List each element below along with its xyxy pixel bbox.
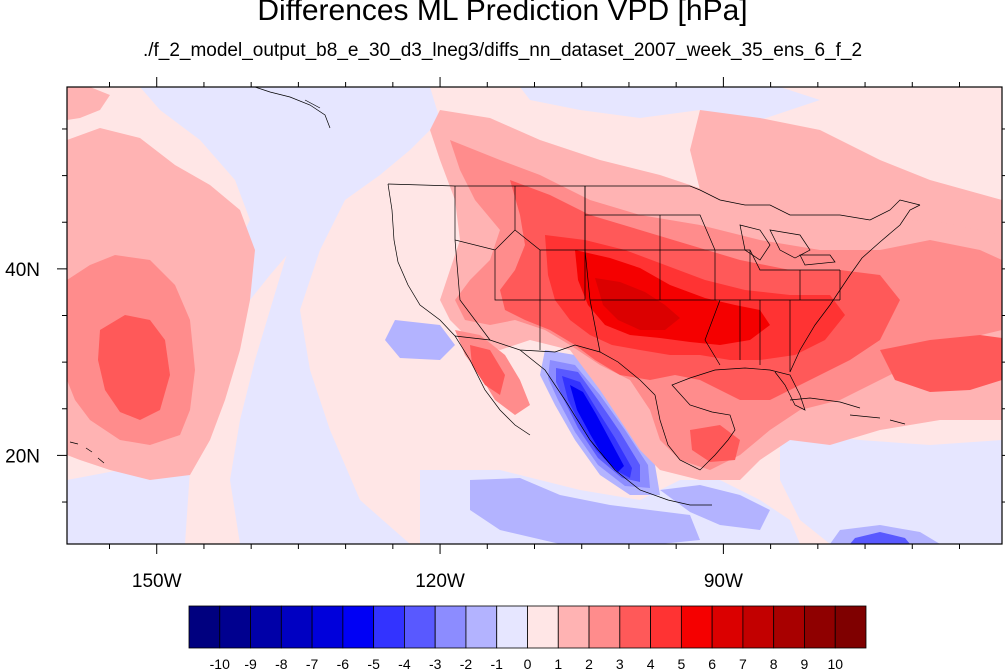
colorbar-label: 0 xyxy=(524,656,532,672)
contour-pos-6-us-central xyxy=(595,278,680,330)
state-lines-west xyxy=(454,186,586,350)
contour-pos-1-us-north-extra xyxy=(690,110,1002,235)
field-contours xyxy=(67,87,1002,544)
contour-neg-2-baja-coast xyxy=(385,320,455,360)
colorbar: -10 -9 -8 -7 -6 -5 -4 -3 -2 -1 0 1 2 3 4 5 6 7 8 9 10 xyxy=(188,605,867,672)
great-lakes xyxy=(739,224,836,266)
colorbar-swatch xyxy=(434,605,467,649)
contour-pos-3-atlantic xyxy=(880,335,1002,392)
map-outlines xyxy=(69,87,921,506)
colorbar-swatch xyxy=(527,605,559,649)
colorbar-label: 2 xyxy=(585,656,593,672)
y-axis: 20N 40N xyxy=(5,128,1005,503)
colorbar-label: 3 xyxy=(616,656,624,672)
hawaii-islands xyxy=(69,441,105,464)
colorbar-label: 5 xyxy=(677,656,685,672)
colorbar-swatch xyxy=(773,605,805,649)
colorbar-swatch xyxy=(804,605,836,649)
state-lines-central xyxy=(584,186,716,353)
colorbar-swatch xyxy=(496,605,528,649)
colorbar-label: 6 xyxy=(708,656,716,672)
west-coast xyxy=(387,183,531,436)
x-tick-label: 90W xyxy=(704,571,743,592)
colorbar-swatch xyxy=(219,605,251,649)
us-canada-border xyxy=(387,183,921,221)
colorbar-swatch xyxy=(619,605,651,649)
colorbar-swatch xyxy=(342,605,375,649)
colorbar-label: 4 xyxy=(647,656,655,672)
contour-neg-6-gulf-california xyxy=(570,385,624,472)
chart-subtitle: ./f_2_model_output_b8_e_30_d3_lneg3/diff… xyxy=(142,40,863,61)
us-mexico-border xyxy=(454,335,656,396)
colorbar-label: -6 xyxy=(337,656,350,672)
colorbar-swatch xyxy=(250,605,282,649)
colorbar-label: 1 xyxy=(554,656,562,672)
state-lines-east xyxy=(704,249,841,372)
colorbar-swatch xyxy=(680,605,713,649)
colorbar-label: -1 xyxy=(491,656,504,672)
colorbar-swatch xyxy=(650,605,682,649)
colorbar-swatch xyxy=(280,605,313,649)
x-tick-label: 150W xyxy=(132,571,182,592)
contour-pos-3-gulf xyxy=(690,425,740,462)
contour-pos-3-mexico-coast xyxy=(470,345,505,395)
contour-neg-1-south-atlantic xyxy=(780,430,1002,544)
caribbean-islands xyxy=(789,397,906,425)
colorbar-label: -2 xyxy=(460,656,473,672)
colorbar-label: -4 xyxy=(398,656,411,672)
colorbar-label: -8 xyxy=(275,656,288,672)
map-panel xyxy=(66,86,1003,545)
colorbar-label: 7 xyxy=(739,656,747,672)
colorbar-label: -7 xyxy=(306,656,319,672)
x-tick-label: 120W xyxy=(415,571,465,592)
contour-pos-1-pacific-north xyxy=(67,87,110,120)
alaska-coast xyxy=(254,87,331,129)
colorbar-swatch xyxy=(373,605,405,649)
gulf-coast xyxy=(654,367,806,471)
contour-neg-1-north-pacific-2 xyxy=(230,87,440,544)
colorbar-swatch xyxy=(588,605,621,649)
colorbar-swatch xyxy=(557,605,590,649)
colorbar-label: -10 xyxy=(210,656,230,672)
colorbar-swatch xyxy=(465,605,498,649)
colorbar-swatch xyxy=(404,605,436,649)
contour-neg-4-caribbean-south xyxy=(850,532,910,544)
contour-neg-2-central-america xyxy=(660,485,770,530)
colorbar-label: -9 xyxy=(244,656,257,672)
colorbar-label: 10 xyxy=(827,656,843,672)
contour-neg-1-east xyxy=(520,87,820,120)
colorbar-swatch xyxy=(188,605,221,649)
colorbar-label: -3 xyxy=(429,656,442,672)
chart-title: Differences ML Prediction VPD [hPa] xyxy=(257,0,748,27)
colorbar-swatch xyxy=(311,605,344,649)
colorbar-swatch xyxy=(711,605,744,649)
east-coast xyxy=(789,204,921,373)
colorbar-swatch xyxy=(742,605,775,649)
colorbar-label: -5 xyxy=(367,656,380,672)
mexico-west-coast xyxy=(519,349,712,506)
colorbar-swatch xyxy=(834,605,867,649)
colorbar-label: 8 xyxy=(770,656,778,672)
y-tick-label: 20N xyxy=(5,446,40,467)
contour-pos-3-east-pacific xyxy=(98,315,170,420)
y-tick-label: 40N xyxy=(5,260,40,281)
x-axis: 150W 120W 90W xyxy=(109,77,960,592)
contour-neg-2-pacific-south xyxy=(470,478,700,544)
colorbar-label: 9 xyxy=(801,656,809,672)
